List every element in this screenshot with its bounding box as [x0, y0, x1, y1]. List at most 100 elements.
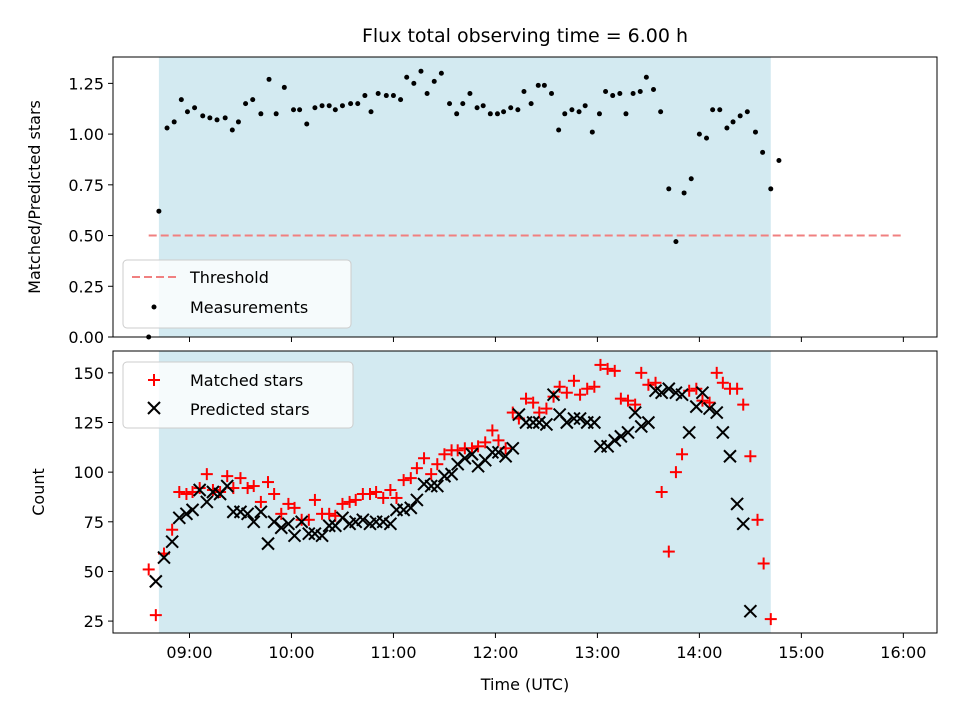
matched-point	[390, 491, 403, 504]
predicted-point	[730, 497, 744, 511]
predicted-point	[526, 415, 540, 430]
matched-point	[149, 609, 162, 622]
predicted-legend-icon	[147, 401, 161, 415]
bottom-y-tick-label: 75	[84, 513, 104, 532]
matched-point	[690, 382, 703, 395]
matched-point	[214, 486, 227, 498]
top-y-tick-label: 0.25	[68, 277, 104, 296]
matched-point	[581, 382, 594, 395]
predicted-point	[710, 405, 724, 420]
measurement-point	[768, 186, 774, 192]
predicted-point	[356, 513, 370, 527]
matched-point	[308, 493, 321, 506]
predicted-point	[716, 425, 730, 440]
predicted-point	[723, 449, 737, 463]
measurement-point	[535, 82, 541, 88]
matched-point	[622, 394, 634, 407]
bottom-x-tick-label: 15:00	[778, 643, 824, 662]
measurement-point	[454, 111, 460, 117]
matched-point	[268, 487, 281, 500]
matched-legend-icon	[148, 374, 160, 386]
matched-point	[343, 495, 356, 508]
matched-point	[676, 448, 689, 461]
measurement-point	[291, 107, 297, 113]
measurement-point	[243, 101, 249, 107]
matched-point	[166, 523, 179, 536]
predicted-point	[560, 415, 574, 430]
predicted-point	[274, 521, 288, 535]
measurement-point	[508, 105, 514, 111]
top-x-axis	[188, 337, 904, 342]
predicted-point	[506, 441, 520, 456]
measurement-point	[696, 131, 702, 137]
predicted-point	[689, 399, 704, 414]
predicted-point	[743, 604, 758, 618]
predicted-point	[200, 495, 214, 509]
measurement-point	[156, 208, 162, 214]
matched-point	[553, 380, 566, 393]
measurement-point	[474, 105, 480, 111]
predicted-point	[315, 528, 329, 543]
top-y-tick-label: 0.50	[68, 227, 104, 246]
matched-point	[275, 507, 288, 520]
matched-point	[492, 434, 505, 447]
predicted-legend-label: Predicted stars	[190, 400, 310, 419]
measurement-point	[319, 103, 325, 109]
predicted-point	[240, 507, 255, 521]
matched-point	[241, 482, 254, 495]
bottom-panel: 25 50 75 100 125 150 09:00 10:00 11:00 12:00 13:0…	[29, 350, 938, 694]
predicted-point	[410, 493, 424, 507]
matched-point	[451, 444, 464, 457]
matched-point	[438, 448, 451, 461]
measurements-legend-label: Measurements	[190, 298, 308, 317]
measurement-point	[637, 88, 643, 94]
predicted-layer	[149, 382, 758, 618]
matched-point	[696, 394, 709, 407]
bottom-x-tick-label: 09:00	[166, 643, 212, 662]
predicted-point	[621, 425, 635, 440]
matched-point	[601, 362, 614, 375]
top-y-tick-label: 0.75	[68, 176, 104, 195]
bottom-x-tick-label: 13:00	[574, 643, 620, 662]
predicted-point	[424, 479, 438, 493]
predicted-point	[404, 501, 418, 515]
bottom-legend-box	[122, 361, 354, 429]
matched-point	[655, 486, 668, 498]
measurement-point	[390, 93, 396, 99]
predicted-point	[614, 429, 628, 444]
matched-point	[764, 613, 777, 626]
bottom-x-tick-label: 11:00	[370, 643, 416, 662]
matched-point	[560, 386, 573, 399]
predicted-point	[261, 536, 275, 551]
measurement-point	[541, 82, 547, 88]
matched-point	[418, 452, 431, 465]
predicted-point	[567, 411, 581, 426]
predicted-point	[695, 385, 710, 400]
matched-point	[180, 487, 193, 500]
matched-point	[751, 513, 764, 526]
measurement-point	[460, 101, 466, 107]
predicted-point	[465, 447, 479, 461]
measurement-point	[737, 113, 743, 119]
matched-point	[193, 482, 206, 495]
bottom-y-tick-label: 25	[84, 612, 104, 631]
matched-point	[254, 495, 267, 508]
threshold-legend-label: Threshold	[189, 268, 269, 287]
predicted-point	[675, 387, 689, 402]
matched-legend-label: Matched stars	[190, 371, 303, 390]
matched-point	[370, 486, 383, 498]
bottom-x-tick-label: 12:00	[472, 643, 518, 662]
predicted-point	[608, 433, 622, 448]
measurement-point	[222, 115, 228, 121]
matched-point	[574, 388, 587, 401]
measurement-point	[229, 127, 235, 133]
predicted-point	[192, 483, 207, 497]
predicted-point	[641, 415, 656, 430]
matched-point	[486, 424, 499, 437]
matched-point	[142, 563, 155, 576]
bottom-legend: Matched stars Predicted stars	[122, 361, 354, 429]
matched-point	[744, 450, 757, 463]
measurement-point	[494, 111, 500, 117]
measurement-point	[355, 101, 361, 107]
measurement-point	[623, 111, 629, 117]
